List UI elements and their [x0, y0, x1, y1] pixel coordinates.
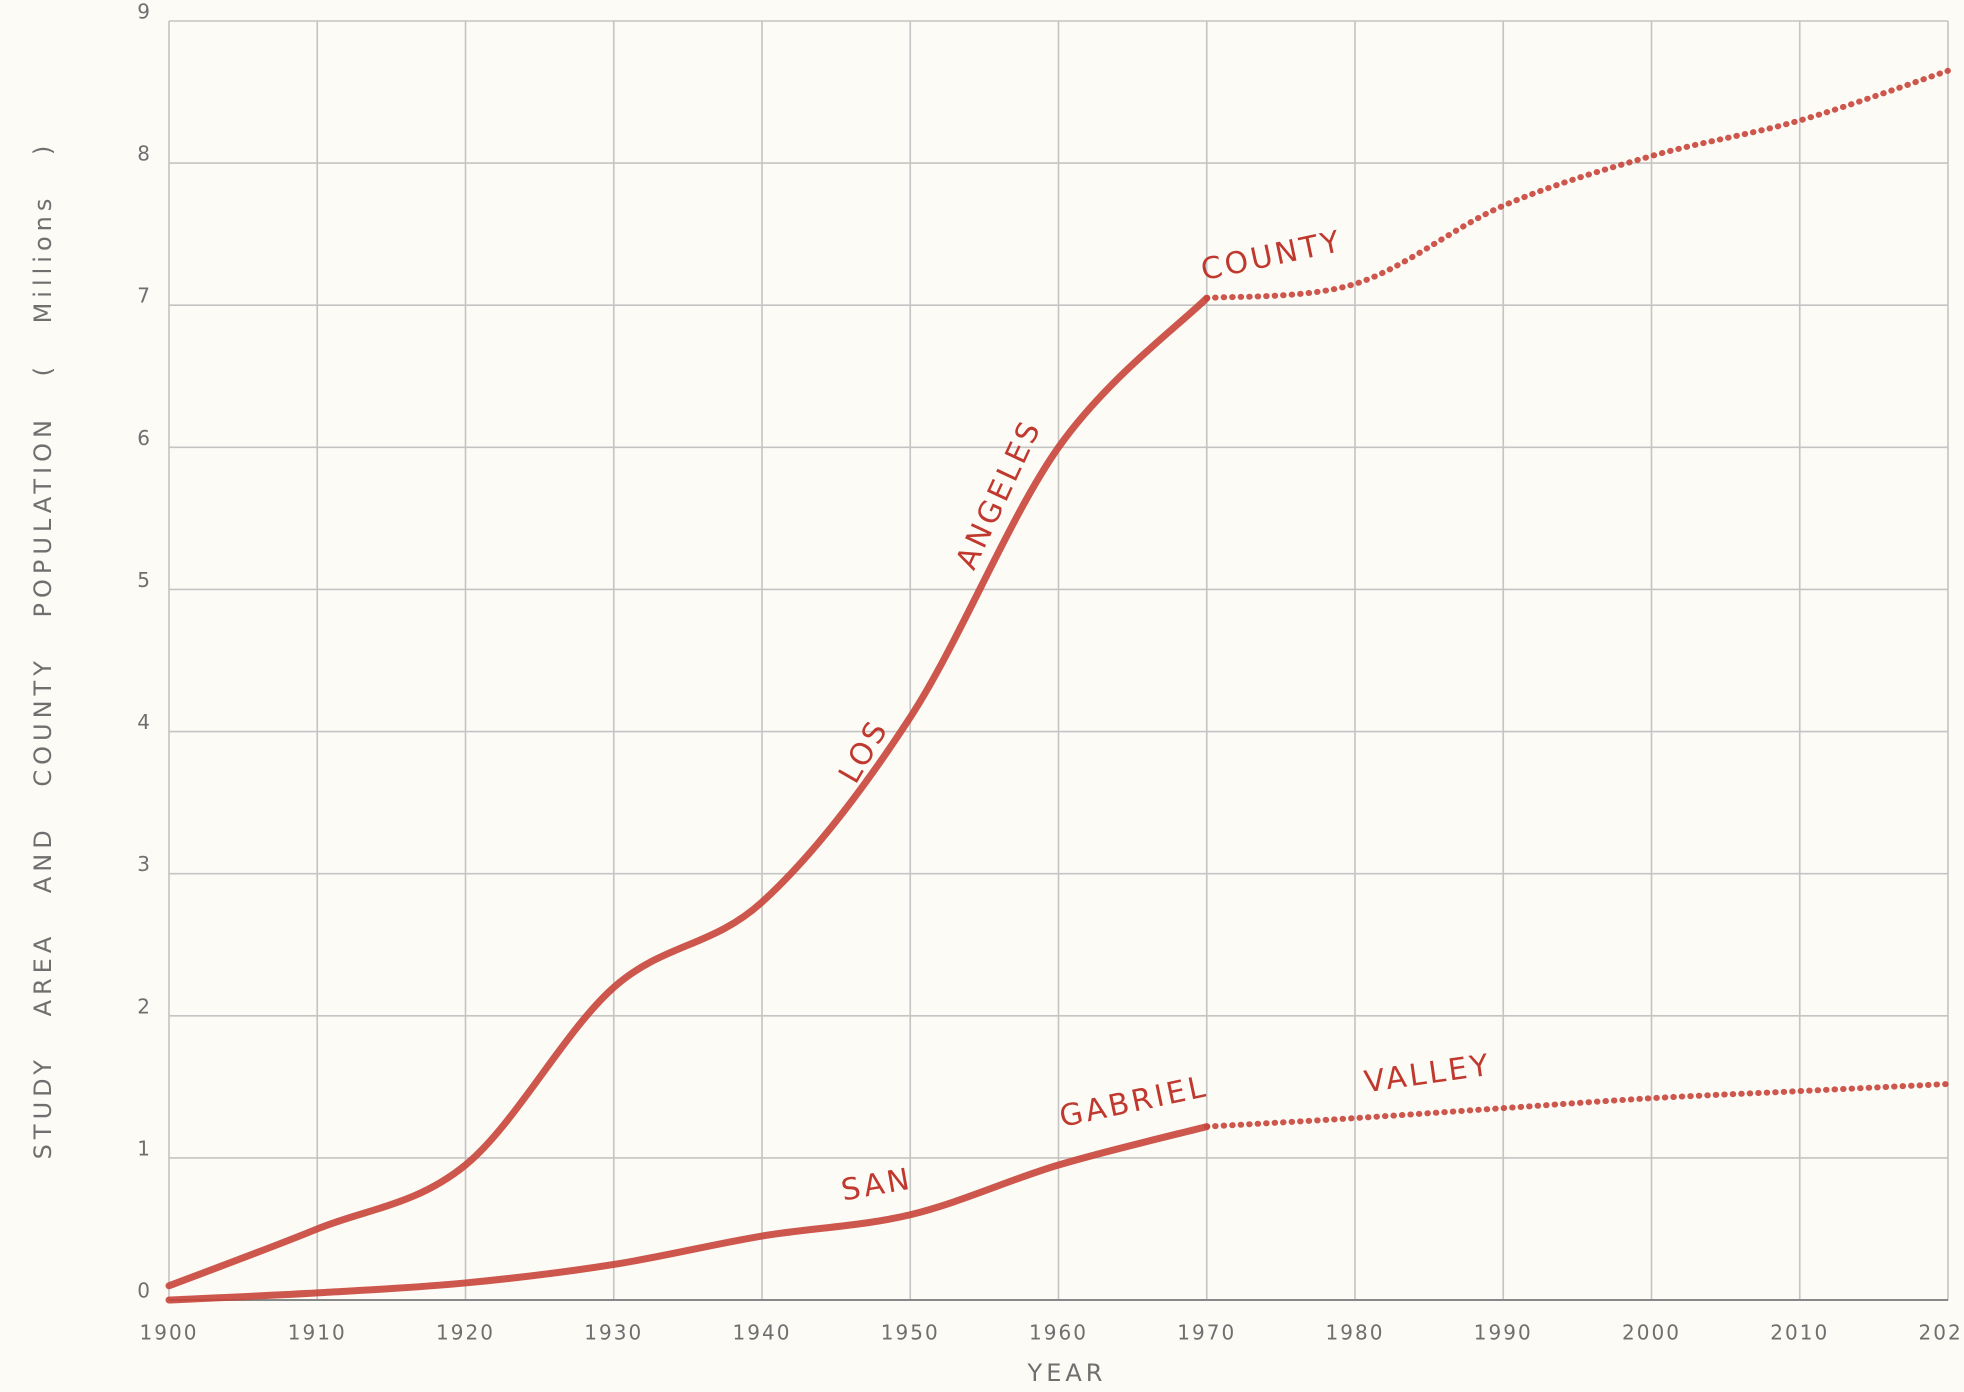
y-tick-label: 6 — [137, 426, 152, 450]
x-tick-label: 1940 — [733, 1321, 792, 1345]
x-tick-label: 1960 — [1029, 1321, 1088, 1345]
x-tick-label: 2010 — [1770, 1321, 1829, 1345]
y-tick-label: 4 — [137, 710, 152, 734]
x-tick-label: 1950 — [881, 1321, 940, 1345]
series-label: COUNTY — [1198, 224, 1346, 288]
y-tick-label: 3 — [137, 852, 152, 876]
x-tick-label: 1920 — [436, 1321, 495, 1345]
x-tick-label: 1900 — [140, 1321, 199, 1345]
y-tick-label: 2 — [137, 994, 152, 1018]
series-label: SAN — [839, 1162, 916, 1209]
x-tick-label: 2000 — [1622, 1321, 1681, 1345]
y-tick-label: 1 — [137, 1136, 152, 1160]
projection-line — [1203, 1080, 1951, 1130]
x-tick-label: 1930 — [584, 1321, 643, 1345]
y-axis-label: STUDY AREA AND COUNTY POPULATION ( Milli… — [29, 141, 57, 1160]
series-line — [165, 294, 1211, 1290]
y-tick-label: 9 — [137, 0, 152, 24]
series-label: VALLEY — [1362, 1048, 1493, 1100]
x-tick-label: 1970 — [1177, 1321, 1236, 1345]
projection-line — [1203, 67, 1951, 302]
series-label: GABRIEL — [1056, 1069, 1211, 1135]
x-axis-label: YEAR — [1027, 1359, 1107, 1387]
y-tick-label: 8 — [137, 142, 152, 166]
series-line — [165, 1123, 1211, 1304]
y-tick-label: 7 — [137, 284, 152, 308]
x-tick-label: 1980 — [1326, 1321, 1385, 1345]
y-tick-label: 0 — [137, 1279, 152, 1303]
x-tick-label: 1990 — [1474, 1321, 1533, 1345]
x-tick-label: 2020 — [1919, 1321, 1964, 1345]
y-tick-label: 5 — [137, 568, 152, 592]
x-tick-label: 1910 — [288, 1321, 347, 1345]
